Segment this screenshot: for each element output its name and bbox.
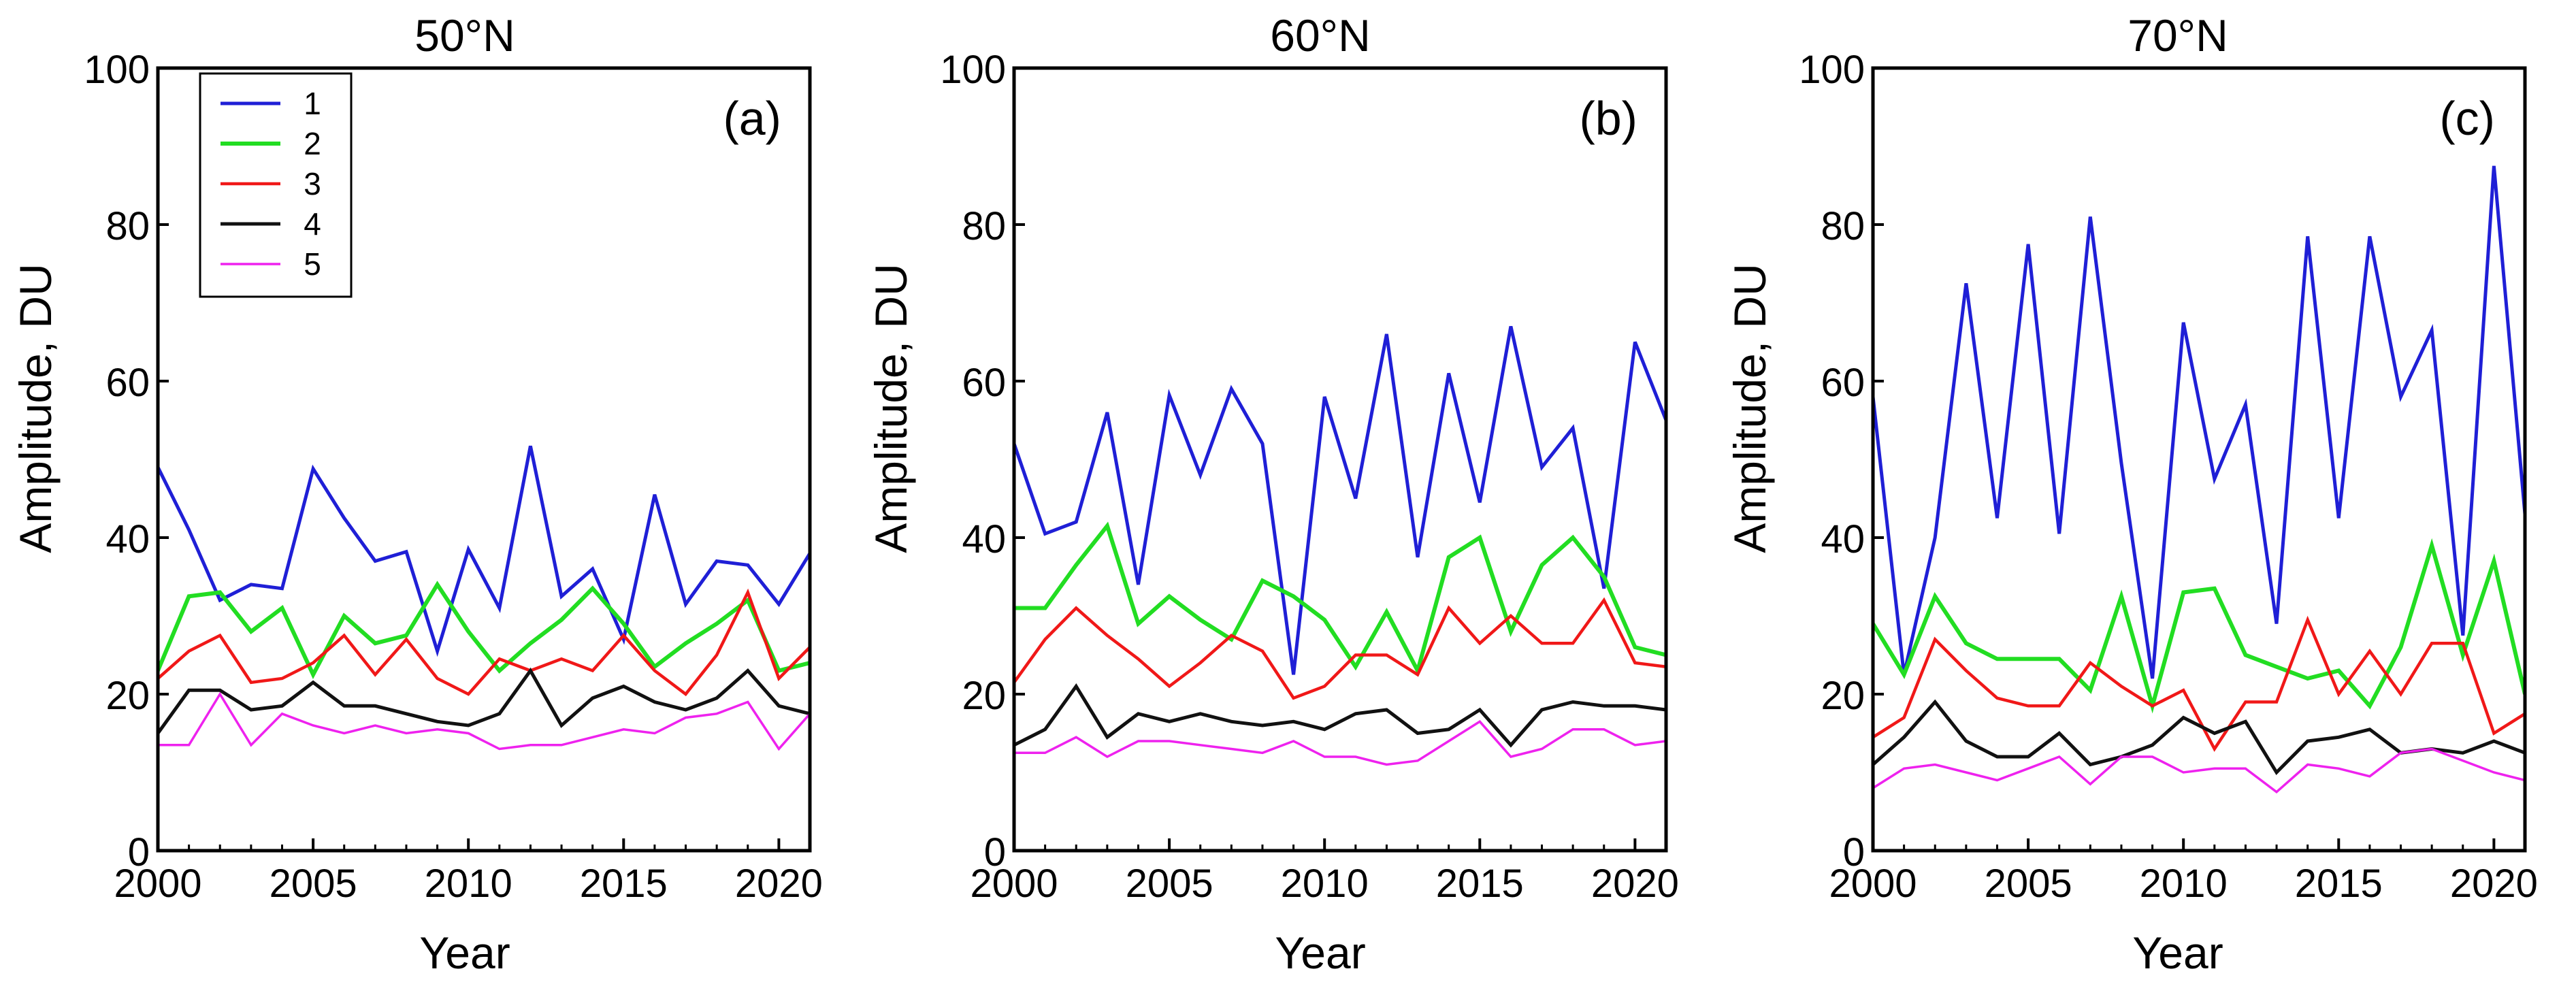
panel-a-xlabel: Year [419,928,510,978]
x-tick-label: 2000 [1829,862,1917,906]
y-tick-label: 100 [84,48,150,92]
y-tick-label: 100 [1799,48,1865,92]
x-tick-label: 2005 [270,862,357,906]
plot-frame [1012,66,1668,853]
legend-label-1: 1 [304,86,321,121]
y-tick-label: 20 [962,674,1006,718]
x-tick-label: 2005 [1985,862,2072,906]
panel-b-ylabel: Amplitude, DU [866,263,916,553]
panel-b: 60°N Amplitude, DU Year (b) 0 20 40 60 80 100… [866,10,1679,978]
panel-a-ylabel: Amplitude, DU [10,263,61,553]
series-group [1873,165,2525,794]
panel-c-ylabel: Amplitude, DU [1725,263,1775,553]
y-tick-label: 20 [105,674,150,718]
series-3-line [158,588,810,697]
x-tick-label: 2010 [2140,862,2228,906]
panel-a: 50°N Amplitude, DU Year (a) 0 20 40 60 80 100… [10,10,823,978]
x-tick-label: 2005 [1126,862,1213,906]
panel-c-title: 70°N [2127,10,2228,61]
series-5-line [1873,747,2525,794]
x-tick-label: 2000 [970,862,1058,906]
x-tick-label: 2010 [1281,862,1369,906]
series-1-line [1873,165,2525,679]
y-tick-label: 80 [105,204,150,248]
y-tick-label: 0 [1843,830,1865,874]
series-2-line [158,580,810,680]
series-3-line [1014,597,1666,700]
plot-frame [1871,66,2527,853]
y-tick-label: 60 [1821,361,1865,405]
panel-c: 70°N Amplitude, DU Year (c) 0 20 40 60 80 100… [1725,10,2538,978]
panel-a-plot: 0 20 40 60 80 100 2000 2005 2010 2015 2020 1 2 3 4 5 [84,48,823,906]
series-3-line [1873,615,2525,752]
legend-label-2: 2 [304,126,321,161]
x-tick-label: 2020 [1591,862,1679,906]
x-tick-label: 2015 [580,862,668,906]
panel-c-label: (c) [2439,92,2495,145]
x-tick-label: 2020 [2450,862,2538,906]
legend-label-5: 5 [304,246,321,282]
series-5-line [158,691,810,751]
y-tick-label: 40 [1821,517,1865,561]
y-tick-label: 0 [128,830,150,874]
panel-a-title: 50°N [414,10,515,61]
y-tick-label: 60 [105,361,150,405]
panel-c-xlabel: Year [2132,928,2223,978]
panel-c-plot: 0 20 40 60 80 100 2000 2005 2010 2015 2020 [1799,48,2538,906]
x-tick-label: 2010 [425,862,512,906]
series-2-line [1014,521,1666,676]
y-tick-label: 80 [1821,204,1865,248]
panel-a-label: (a) [723,92,781,145]
series-4-line [1014,683,1666,748]
y-tick-label: 20 [1821,674,1865,718]
series-5-line [1014,720,1666,766]
legend: 1 2 3 4 5 [199,72,353,298]
panel-b-plot: 0 20 40 60 80 100 2000 2005 2010 2015 2020 [940,48,1679,906]
series-1-line [1014,325,1666,675]
series-2-line [1873,538,2525,714]
legend-label-3: 3 [304,166,321,201]
series-group [158,445,810,751]
series-group [1014,325,1666,766]
y-tick-label: 80 [962,204,1006,248]
panel-b-label: (b) [1579,92,1637,145]
y-tick-label: 40 [962,517,1006,561]
legend-label-4: 4 [304,206,321,242]
y-tick-label: 40 [105,517,150,561]
x-tick-label: 2020 [735,862,823,906]
x-tick-label: 2015 [2295,862,2383,906]
x-tick-label: 2000 [114,862,201,906]
panel-b-xlabel: Year [1275,928,1365,978]
plot-frame [156,66,812,853]
series-1-line [158,445,810,657]
y-tick-label: 60 [962,361,1006,405]
series-4-line [158,667,810,734]
y-tick-label: 100 [940,48,1006,92]
panel-b-title: 60°N [1270,10,1370,61]
series-4-line [1873,699,2525,776]
x-tick-label: 2015 [1436,862,1524,906]
y-tick-label: 0 [984,830,1006,874]
